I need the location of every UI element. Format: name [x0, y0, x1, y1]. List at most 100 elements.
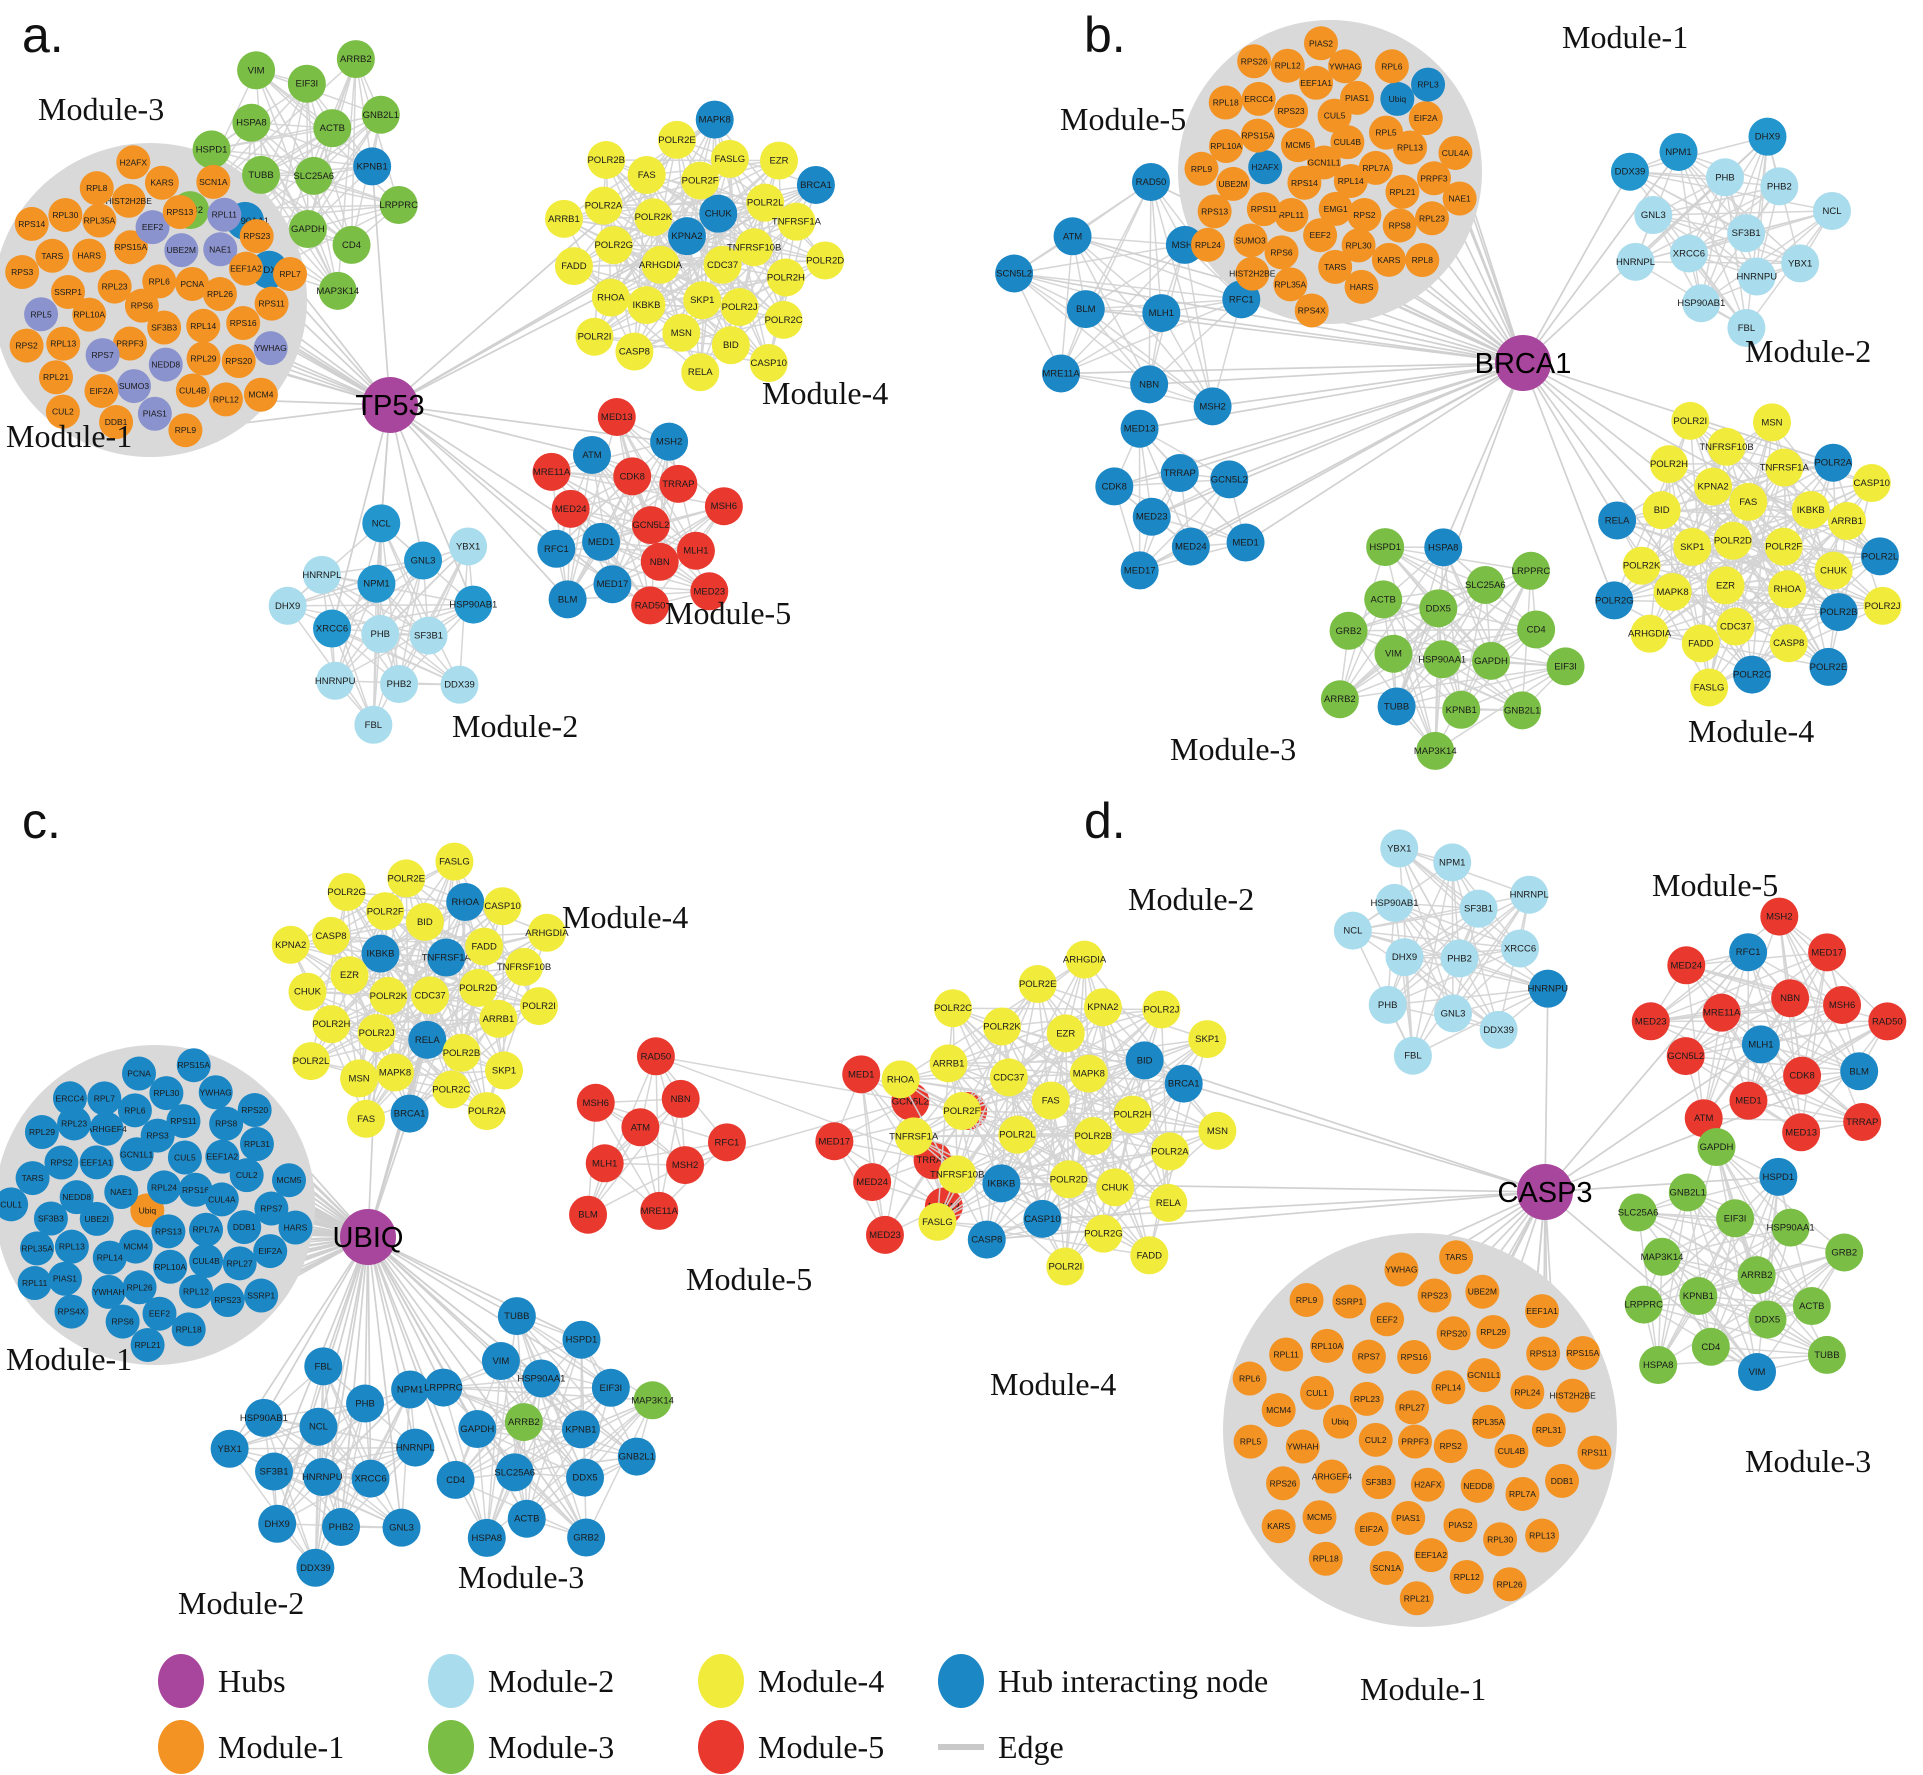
- node-RPL23[interactable]: RPL23: [57, 1106, 92, 1141]
- node-RAD50[interactable]: RAD50: [636, 1037, 675, 1076]
- node-RPL35A[interactable]: RPL35A: [1471, 1404, 1506, 1439]
- node-RPL10A[interactable]: RPL10A: [1310, 1328, 1345, 1363]
- node-PHB2[interactable]: PHB2: [380, 665, 419, 704]
- node-Ubiq[interactable]: Ubiq: [1380, 81, 1415, 116]
- node-HSPD1[interactable]: HSPD1: [1366, 528, 1405, 567]
- node-CUL4A[interactable]: CUL4A: [204, 1182, 239, 1217]
- node-RPS13[interactable]: RPS13: [1197, 194, 1232, 229]
- node-TNFRSF10B[interactable]: TNFRSF10B: [497, 947, 551, 986]
- node-MAPK8[interactable]: MAPK8: [376, 1053, 415, 1092]
- node-MED17[interactable]: MED17: [593, 565, 632, 604]
- node-POLR2D[interactable]: POLR2D: [806, 241, 844, 280]
- node-FBL[interactable]: FBL: [304, 1347, 343, 1386]
- node-RPS8[interactable]: RPS8: [209, 1106, 244, 1141]
- node-DDX5[interactable]: DDX5: [566, 1458, 605, 1497]
- node-MAP3K14[interactable]: MAP3K14: [1414, 731, 1457, 770]
- node-SF3B1[interactable]: SF3B1: [1459, 889, 1498, 928]
- node-TNFRSF1A[interactable]: TNFRSF1A: [889, 1117, 939, 1156]
- node-H2AFX[interactable]: H2AFX: [116, 145, 151, 180]
- node-ATM[interactable]: ATM: [1684, 1099, 1723, 1138]
- node-RFC1[interactable]: RFC1: [537, 529, 576, 568]
- node-CASP8[interactable]: CASP8: [615, 332, 654, 371]
- node-RPL3[interactable]: RPL3: [1411, 67, 1446, 102]
- node-SUMO3[interactable]: SUMO3: [117, 369, 152, 404]
- node-KPNB1[interactable]: KPNB1: [1679, 1277, 1718, 1316]
- node-RAD50[interactable]: RAD50: [631, 586, 670, 625]
- node-ARHGEF4[interactable]: ARHGEF4: [87, 1111, 127, 1146]
- node-RPL8[interactable]: RPL8: [79, 171, 114, 206]
- node-ARRB2[interactable]: ARRB2: [1320, 680, 1359, 719]
- node-NPM1[interactable]: NPM1: [357, 564, 396, 603]
- node-RPL14[interactable]: RPL14: [1431, 1370, 1466, 1405]
- node-SLC25A6[interactable]: SLC25A6: [293, 156, 334, 195]
- node-SUMO3[interactable]: SUMO3: [1233, 223, 1268, 258]
- node-BLM[interactable]: BLM: [569, 1195, 608, 1234]
- node-RPL26[interactable]: RPL26: [122, 1270, 157, 1305]
- node-RPS20[interactable]: RPS20: [237, 1093, 272, 1128]
- node-POLR2C[interactable]: POLR2C: [432, 1070, 470, 1109]
- node-TNFRSF10B[interactable]: TNFRSF10B: [1699, 427, 1754, 466]
- node-RPL8[interactable]: RPL8: [1405, 243, 1440, 278]
- node-PIAS2[interactable]: PIAS2: [1303, 26, 1338, 61]
- node-RPL6[interactable]: RPL6: [1374, 49, 1409, 84]
- node-RPS26[interactable]: RPS26: [1237, 44, 1272, 79]
- node-HSPA8[interactable]: HSPA8: [232, 103, 271, 142]
- node-POLR2E[interactable]: POLR2E: [387, 859, 426, 898]
- node-MED1[interactable]: MED1: [842, 1055, 881, 1094]
- node-POLR2J[interactable]: POLR2J: [357, 1013, 396, 1052]
- node-DDX39[interactable]: DDX39: [1479, 1010, 1518, 1049]
- node-RPS6[interactable]: RPS6: [124, 288, 159, 323]
- node-DDB1[interactable]: DDB1: [227, 1210, 262, 1245]
- node-YBX1[interactable]: YBX1: [1781, 244, 1820, 283]
- node-TUBB[interactable]: TUBB: [1807, 1335, 1846, 1374]
- node-HIST2H2BE[interactable]: HIST2H2BE: [1229, 256, 1276, 291]
- node-GNL3[interactable]: GNL3: [1634, 196, 1673, 235]
- node-POLR2K[interactable]: POLR2K: [369, 976, 408, 1015]
- node-NPM1[interactable]: NPM1: [391, 1370, 430, 1409]
- node-RHOA[interactable]: RHOA: [1768, 570, 1807, 609]
- node-EEF2[interactable]: EEF2: [135, 210, 170, 245]
- node-ARRB1[interactable]: ARRB1: [1828, 501, 1867, 540]
- node-HARS[interactable]: HARS: [278, 1210, 313, 1245]
- node-PIAS1[interactable]: PIAS1: [1391, 1500, 1426, 1535]
- node-SCN5L2[interactable]: SCN5L2: [995, 254, 1034, 293]
- node-RPL7A[interactable]: RPL7A: [1358, 150, 1393, 185]
- node-HNRNPU[interactable]: HNRNPU: [1736, 257, 1777, 296]
- node-RPS20[interactable]: RPS20: [1436, 1316, 1471, 1351]
- node-CUL5[interactable]: CUL5: [167, 1140, 202, 1175]
- node-GAPDH[interactable]: GAPDH: [458, 1410, 497, 1449]
- node-MED24[interactable]: MED24: [1667, 946, 1706, 985]
- node-HSPA8[interactable]: HSPA8: [1639, 1346, 1678, 1385]
- node-MRE11A[interactable]: MRE11A: [532, 452, 571, 491]
- node-HSP90AA1[interactable]: HSP90AA1: [1418, 640, 1466, 679]
- node-TARS[interactable]: TARS: [1318, 249, 1353, 284]
- node-ARHGDIA[interactable]: ARHGDIA: [1628, 614, 1672, 653]
- node-MCM5[interactable]: MCM5: [1302, 1500, 1337, 1535]
- node-EZR[interactable]: EZR: [760, 141, 799, 180]
- node-TRRAP[interactable]: TRRAP: [1843, 1103, 1882, 1142]
- node-BID[interactable]: BID: [1642, 491, 1681, 530]
- node-NBN[interactable]: NBN: [1771, 979, 1810, 1018]
- node-NAE1[interactable]: NAE1: [203, 232, 238, 267]
- node-FASLG[interactable]: FASLG: [435, 842, 474, 881]
- node-CDC37[interactable]: CDC37: [1716, 607, 1755, 646]
- node-DDX39[interactable]: DDX39: [296, 1548, 335, 1587]
- node-LRPPRC[interactable]: LRPPRC: [379, 185, 418, 224]
- node-POLR2H[interactable]: POLR2H: [312, 1005, 350, 1044]
- node-POLR2B[interactable]: POLR2B: [1074, 1117, 1113, 1156]
- node-UBE2M[interactable]: UBE2M: [1465, 1274, 1500, 1309]
- node-FBL[interactable]: FBL: [1727, 308, 1766, 347]
- node-POLR2L[interactable]: POLR2L: [292, 1042, 331, 1081]
- node-MAP3K14[interactable]: MAP3K14: [1641, 1237, 1684, 1276]
- node-FASLG[interactable]: FASLG: [918, 1202, 957, 1241]
- node-RPL30[interactable]: RPL30: [48, 197, 83, 232]
- node-MED23[interactable]: MED23: [1132, 497, 1171, 536]
- node-RPS2[interactable]: RPS2: [1433, 1429, 1468, 1464]
- node-RPL10A[interactable]: RPL10A: [153, 1249, 188, 1284]
- node-EIF2A[interactable]: EIF2A: [1408, 101, 1443, 136]
- node-RPS11[interactable]: RPS11: [254, 286, 289, 321]
- node-POLR2E[interactable]: POLR2E: [1018, 965, 1057, 1004]
- node-HARS[interactable]: HARS: [72, 238, 107, 273]
- node-RPS2[interactable]: RPS2: [9, 328, 44, 363]
- node-DHX9[interactable]: DHX9: [258, 1504, 297, 1543]
